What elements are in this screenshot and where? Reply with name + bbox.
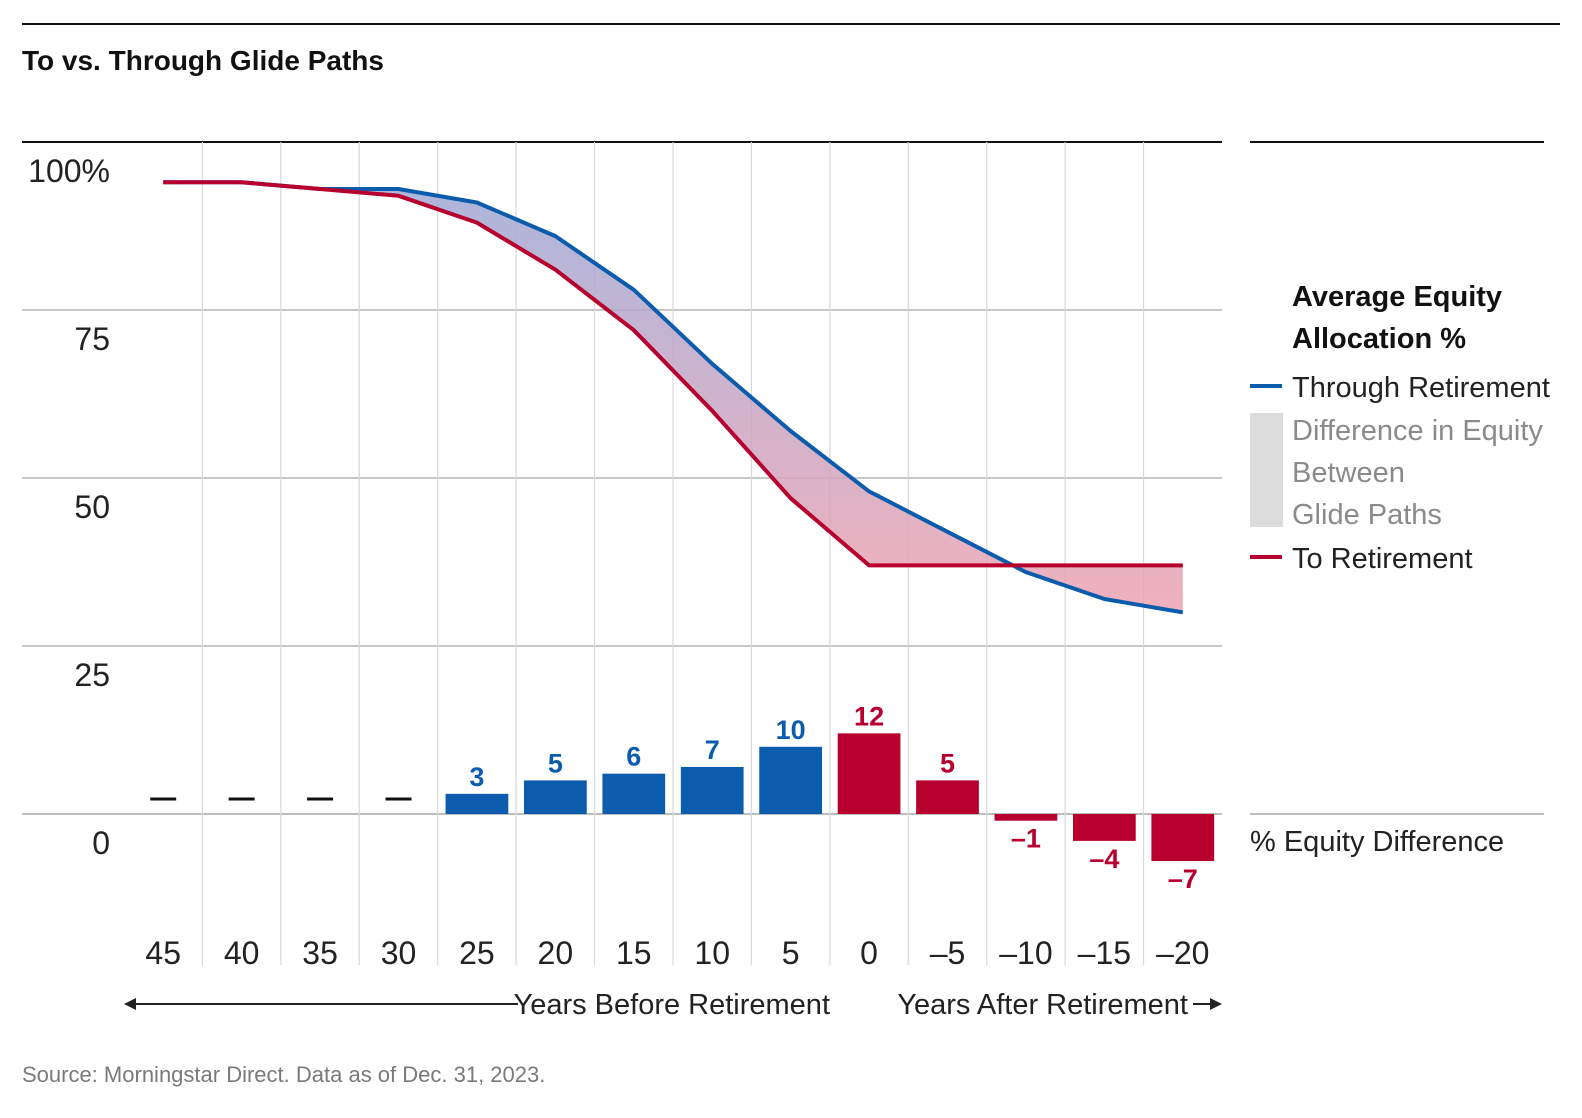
legend: Average Equity Allocation % Through Reti… — [1250, 141, 1550, 858]
y-tick-label: 50 — [74, 489, 110, 525]
arrow-left-icon — [124, 998, 136, 1010]
difference-bar — [759, 746, 823, 814]
y-axis: 100% 75 50 25 0 — [28, 153, 110, 861]
difference-area — [163, 182, 1183, 613]
bar-value-label: 3 — [469, 762, 484, 792]
x-tick-label: 0 — [860, 935, 878, 971]
x-tick-label: 30 — [381, 935, 417, 971]
bar-value-label: 6 — [626, 742, 641, 772]
y-tick-label: 75 — [74, 321, 110, 357]
x-tick-label: –10 — [999, 935, 1052, 971]
difference-bar — [837, 733, 901, 814]
series-line-to-retirement — [163, 180, 1183, 568]
grid — [22, 141, 1222, 965]
x-tick-label: –15 — [1078, 935, 1131, 971]
x-tick-label: 5 — [782, 935, 800, 971]
x-axis: 45 40 35 30 25 20 15 10 5 0 –5 –10 –15 –20 — [145, 935, 1209, 971]
y-tick-label: 25 — [74, 657, 110, 693]
legend-difference-line1: Difference in Equity — [1292, 415, 1543, 447]
legend-title-line1: Average Equity — [1292, 281, 1502, 313]
x-tick-label: 10 — [694, 935, 730, 971]
years-before-caption: Years Before Retirement — [514, 989, 830, 1021]
difference-bar — [994, 814, 1058, 821]
x-tick-label: 40 — [224, 935, 260, 971]
legend-difference-line3: Glide Paths — [1292, 499, 1442, 531]
years-after-caption: Years After Retirement — [897, 989, 1188, 1021]
x-tick-label: –20 — [1156, 935, 1209, 971]
x-tick-label: –5 — [930, 935, 966, 971]
legend-difference-line2: Between — [1292, 457, 1405, 489]
difference-bar — [916, 780, 979, 814]
x-tick-label: 20 — [538, 935, 574, 971]
bar-value-label: –4 — [1089, 844, 1119, 874]
difference-bar — [1072, 814, 1136, 841]
arrow-right-icon — [1210, 998, 1222, 1010]
bar-value-label: –7 — [1168, 864, 1198, 894]
difference-bar — [523, 780, 587, 814]
bar-value-label: 5 — [940, 748, 955, 778]
difference-bar — [445, 793, 509, 814]
bar-value-label: 10 — [776, 715, 806, 745]
x-tick-label: 25 — [459, 935, 495, 971]
difference-bar — [1151, 814, 1215, 862]
difference-bar — [680, 766, 744, 814]
legend-title-line2: Allocation % — [1292, 323, 1466, 355]
x-axis-captions: Years Before Retirement Years After Reti… — [124, 989, 1222, 1021]
bar-value-label: 5 — [548, 748, 563, 778]
bar-value-label: –1 — [1011, 824, 1041, 854]
legend-difference-swatch — [1250, 413, 1283, 527]
bar-caption: % Equity Difference — [1250, 826, 1504, 858]
difference-bars: 3 5 6 7 10 12 5 –1 –4 –7 — [150, 701, 1215, 894]
y-tick-label: 100% — [28, 153, 110, 189]
x-tick-label: 45 — [145, 935, 181, 971]
chart-title: To vs. Through Glide Paths — [22, 45, 384, 76]
x-tick-label: 15 — [616, 935, 652, 971]
difference-bar — [602, 773, 666, 814]
x-tick-label: 35 — [302, 935, 338, 971]
source-note: Source: Morningstar Direct. Data as of D… — [22, 1062, 545, 1087]
y-tick-label: 0 — [92, 825, 110, 861]
bar-value-label: 7 — [705, 735, 720, 765]
bar-value-label: 12 — [854, 701, 884, 731]
legend-through-label: Through Retirement — [1292, 372, 1550, 404]
legend-to-label: To Retirement — [1292, 543, 1473, 575]
